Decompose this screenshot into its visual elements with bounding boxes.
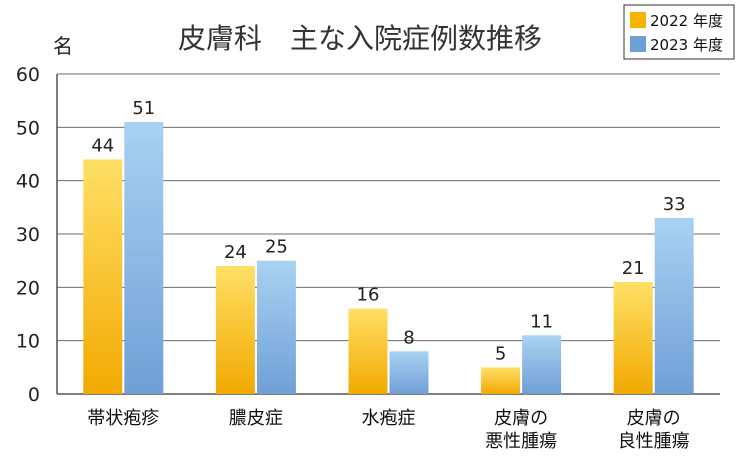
x-category-label: 膿皮症 (229, 408, 283, 429)
x-category-label: 皮膚の (494, 408, 548, 429)
bar (83, 159, 123, 394)
legend-label: 2022 年度 (650, 12, 723, 30)
y-tick-label: 0 (28, 384, 40, 406)
data-label: 16 (357, 285, 380, 306)
bar (481, 367, 521, 394)
data-label: 25 (265, 237, 288, 258)
legend: 2022 年度 2023 年度 (623, 4, 735, 60)
bar (215, 266, 255, 394)
y-tick-label: 40 (16, 171, 40, 193)
data-label: 24 (224, 242, 247, 263)
y-axis-unit-label: 名 (53, 34, 73, 58)
legend-swatch (630, 36, 646, 52)
data-label: 44 (91, 135, 114, 156)
bar (654, 218, 694, 394)
y-tick-label: 60 (16, 64, 40, 86)
legend-swatch (630, 12, 646, 28)
bar (389, 351, 429, 394)
x-category-label: 良性腫瘍 (618, 431, 690, 452)
bar (124, 122, 164, 394)
data-label: 51 (132, 98, 155, 119)
bar (522, 335, 562, 394)
data-labels: 44 51 24 25 16 8 5 11 21 33 (91, 98, 685, 364)
data-label: 11 (530, 311, 553, 332)
x-category-label: 皮膚の (627, 408, 681, 429)
x-category-label: 水疱症 (362, 408, 416, 429)
y-axis-ticks: 0 10 20 30 40 50 60 (16, 64, 40, 406)
data-label: 33 (663, 194, 686, 215)
bar (348, 308, 388, 394)
data-label: 5 (495, 343, 506, 364)
y-tick-label: 50 (16, 117, 40, 139)
data-label: 21 (622, 258, 645, 279)
y-tick-label: 20 (16, 277, 40, 299)
x-category-label: 悪性腫瘍 (485, 431, 557, 452)
bars (83, 122, 694, 394)
bar (256, 260, 296, 394)
gridlines (56, 73, 720, 395)
chart-title: 皮膚科 主な入院症例数推移 (178, 22, 542, 55)
y-tick-label: 30 (16, 224, 40, 246)
bar (613, 282, 653, 394)
y-tick-label: 10 (16, 331, 40, 353)
data-label: 8 (403, 327, 414, 348)
legend-label: 2023 年度 (650, 36, 723, 54)
x-category-label: 帯状疱疹 (87, 408, 159, 429)
